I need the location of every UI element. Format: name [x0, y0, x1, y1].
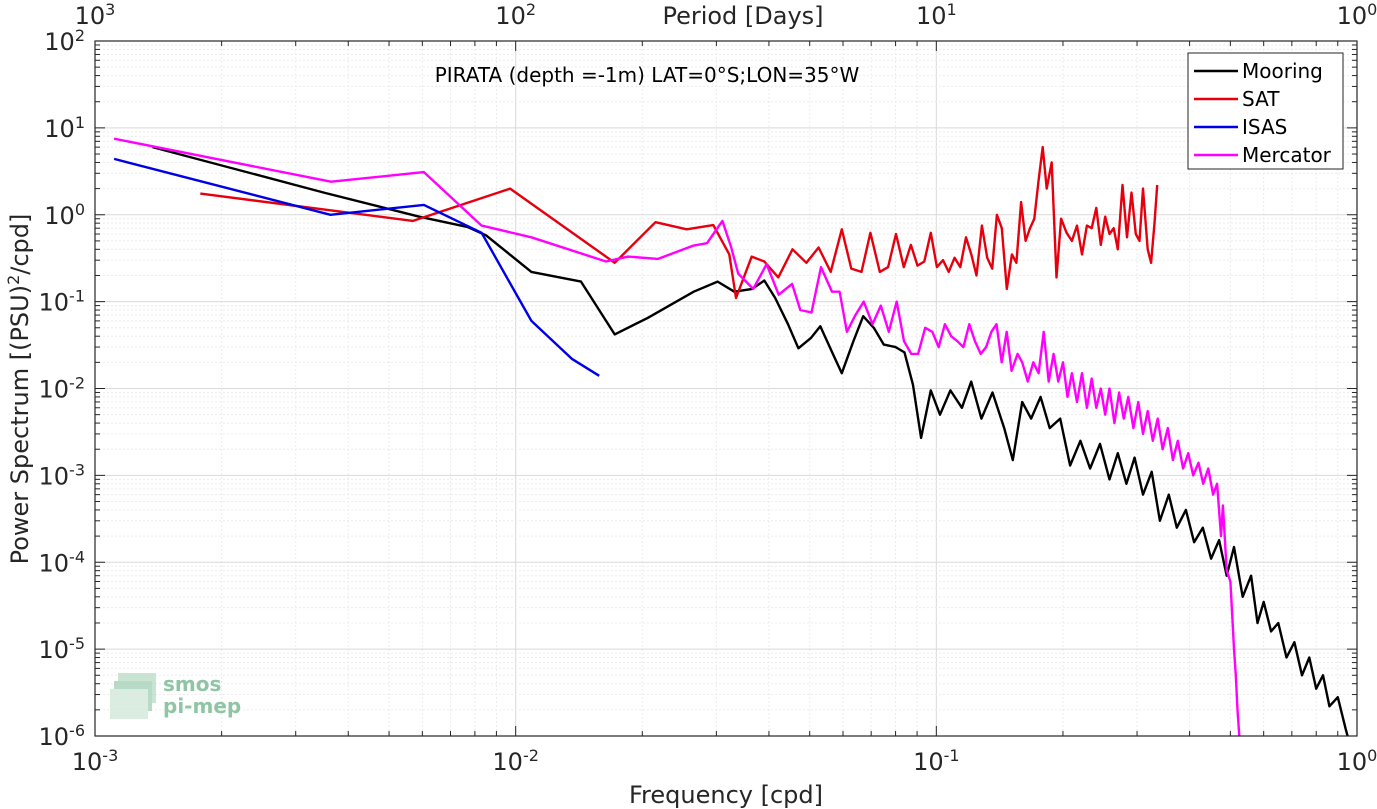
y-tick-label-exp: -2	[69, 373, 85, 392]
x-tick-label-base: 10	[1337, 748, 1368, 776]
y-tick-label-exp: -3	[69, 460, 85, 479]
y-tick-label-exp: -4	[69, 547, 85, 566]
y-tick-label: 10-4	[39, 547, 86, 578]
y-tick-label-base: 10	[39, 723, 70, 751]
top-tick-label-base: 10	[916, 2, 947, 30]
x-tick-label: 10-2	[492, 746, 539, 777]
top-tick-label-base: 10	[75, 2, 106, 30]
y-axis-label-tail: /cpd]	[6, 214, 34, 275]
top-tick-label-base: 10	[1337, 2, 1368, 30]
x-tick-label: 10-3	[72, 746, 119, 777]
y-tick-label: 102	[44, 26, 85, 57]
top-tick-label-exp: 1	[947, 0, 957, 19]
y-tick-label-exp: -5	[69, 634, 85, 653]
y-tick-label-base: 10	[39, 636, 70, 664]
x-tick-label-exp: -2	[523, 746, 539, 765]
legend-label-mercator: Mercator	[1242, 143, 1332, 167]
series-group	[113, 137, 1349, 737]
top-tick-label: 100	[1337, 0, 1377, 30]
x-tick-label-base: 10	[492, 748, 523, 776]
top-tick-label: 101	[916, 0, 957, 30]
grid	[94, 41, 1357, 737]
legend-label-isas: ISAS	[1242, 115, 1287, 139]
logo-line1: smos	[163, 672, 221, 696]
y-axis-label-main: Power Spectrum [(PSU)	[6, 285, 34, 564]
legend-label-sat: SAT	[1242, 87, 1280, 111]
y-tick-label: 10-5	[39, 634, 86, 665]
x-tick-label-exp: -1	[944, 746, 960, 765]
top-axis-label: Period [Days]	[662, 2, 823, 30]
y-tick-label-base: 10	[39, 462, 70, 490]
series-line-isas	[113, 157, 600, 377]
logo-line2: pi-mep	[163, 694, 241, 718]
top-tick-label-exp: 3	[105, 0, 115, 19]
y-tick-label: 101	[44, 112, 85, 143]
y-tick-label-base: 10	[44, 115, 75, 143]
y-tick-label-base: 10	[39, 376, 70, 404]
top-tick-label-exp: 0	[1367, 0, 1377, 19]
x-tick-label: 10-1	[913, 746, 960, 777]
chart-title: PIRATA (depth =-1m) LAT=0°S;LON=35°W	[435, 63, 860, 87]
legend: Mooring SAT ISAS Mercator	[1187, 52, 1344, 170]
x-tick-label-exp: 0	[1367, 746, 1377, 765]
x-tick-label: 100	[1337, 746, 1377, 777]
x-tick-label-exp: -3	[102, 746, 118, 765]
x-tick-label-base: 10	[72, 748, 103, 776]
y-tick-label: 10-6	[39, 721, 86, 752]
legend-label-mooring: Mooring	[1242, 59, 1323, 83]
series-line-mooring	[152, 145, 1349, 737]
legend-items: Mooring SAT ISAS Mercator	[1194, 59, 1332, 167]
series-line-sat	[200, 145, 1159, 300]
y-axis-label: Power Spectrum [(PSU)2/cpd]	[4, 214, 35, 565]
x-tick-label-base: 10	[913, 748, 944, 776]
y-tick-label-base: 10	[39, 549, 70, 577]
logo-mark	[110, 673, 156, 719]
legend-box	[1187, 52, 1344, 170]
y-tick-label-exp: -6	[69, 721, 85, 740]
y-tick-label-exp: 0	[75, 199, 85, 218]
top-tick-label-exp: 2	[526, 0, 536, 19]
smos-pi-mep-logo: smos pi-mep	[110, 672, 241, 719]
y-tick-label-base: 10	[44, 28, 75, 56]
y-tick-label-exp: -1	[69, 286, 85, 305]
y-tick-label: 10-1	[39, 286, 86, 317]
top-tick-label: 102	[495, 0, 536, 30]
y-tick-label-exp: 2	[75, 26, 85, 45]
y-tick-label: 100	[44, 199, 85, 230]
top-tick-label-base: 10	[495, 2, 526, 30]
x-axis-label: Frequency [cpd]	[629, 781, 823, 809]
y-tick-label-base: 10	[44, 202, 75, 230]
tick-marks	[94, 40, 1358, 737]
y-tick-label: 10-2	[39, 373, 86, 404]
y-axis-label-sup: 2	[4, 275, 23, 285]
y-tick-label-exp: 1	[75, 112, 85, 131]
top-tick-label: 103	[75, 0, 116, 30]
y-tick-label-base: 10	[39, 289, 70, 317]
y-tick-label: 10-3	[39, 460, 86, 491]
series-line-mercator	[113, 137, 1241, 737]
